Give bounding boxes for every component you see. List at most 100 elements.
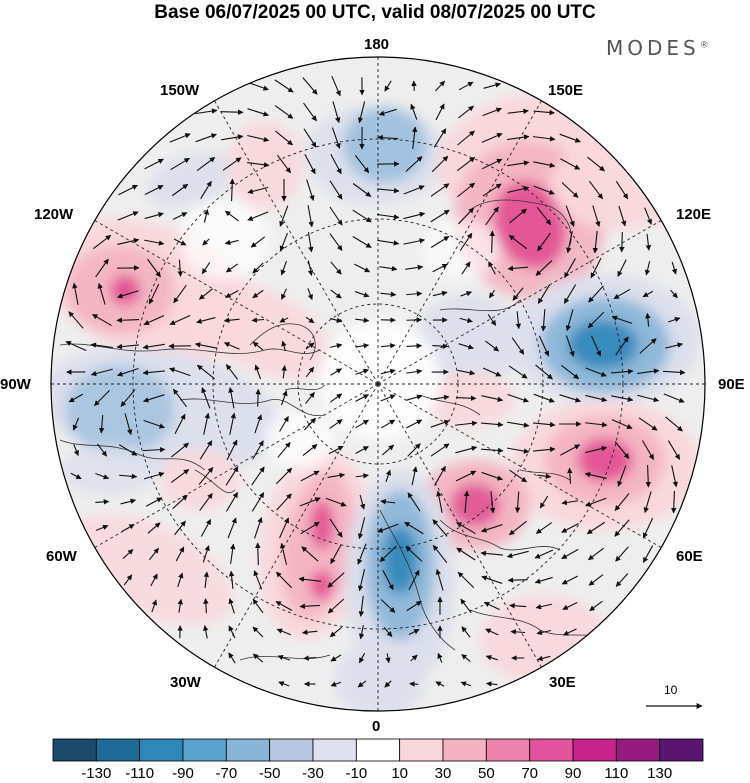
wind-arrow (228, 625, 236, 639)
coastline (194, 469, 236, 493)
wind-arrow (358, 652, 366, 664)
wind-arrow (533, 185, 555, 195)
colorbar-tick-label: 90 (564, 765, 582, 782)
wind-arrow (481, 158, 503, 170)
wind-arrow (638, 417, 658, 431)
wind-arrow (480, 550, 504, 557)
coastline (419, 394, 481, 416)
wind-arrow (457, 207, 475, 225)
wind-arrow (175, 546, 185, 562)
wind-arrow (585, 497, 607, 507)
coastline (59, 343, 321, 354)
wind-arrow (200, 518, 212, 537)
wind-arrow (561, 499, 579, 506)
wind-arrow (299, 603, 321, 610)
wind-arrow (72, 282, 79, 305)
wind-arrow (481, 524, 503, 533)
wind-arrow (380, 498, 396, 505)
wind-arrow (532, 446, 556, 453)
wind-arrow (304, 154, 316, 175)
lon-label-150e: 150E (548, 82, 584, 99)
wind-arrow (303, 128, 317, 148)
wind-arrow (254, 414, 263, 434)
wind-arrow (665, 416, 683, 432)
wind-arrow (279, 416, 289, 432)
wind-arrow (437, 652, 443, 663)
colorbar-tick-label: -90 (172, 765, 194, 782)
wind-arrow (380, 419, 396, 429)
wind-arrow (250, 236, 266, 248)
anomaly-region (343, 107, 427, 183)
anomaly-region (160, 450, 240, 510)
anomaly-region (310, 500, 334, 550)
wind-arrow (535, 364, 553, 380)
wind-arrow (300, 521, 320, 535)
wind-arrow (301, 546, 319, 562)
wind-arrow (645, 233, 652, 251)
wind-arrow (221, 134, 244, 141)
wind-arrow (642, 517, 654, 539)
anomaly-region (425, 372, 515, 428)
wind-arrow (94, 389, 110, 407)
coastline (239, 654, 331, 661)
wind-arrow (203, 412, 210, 435)
wind-arrow (330, 317, 343, 323)
meridian-line (377, 383, 662, 548)
wind-arrow (430, 183, 450, 197)
wind-arrow (430, 209, 450, 223)
wind-arrow (611, 419, 633, 429)
wind-arrow (144, 158, 164, 170)
wind-arrow (643, 491, 652, 514)
wind-arrow (116, 343, 140, 350)
wind-arrow (405, 156, 423, 172)
wind-arrow (458, 105, 474, 119)
modes-logo: MODES® (606, 36, 709, 60)
colorbar-tick-label: -10 (345, 765, 368, 782)
wind-arrow (405, 264, 424, 271)
wind-arrow (276, 493, 292, 511)
wind-arrow (120, 389, 136, 407)
lon-label-30w: 30W (170, 674, 201, 691)
wind-arrow (124, 413, 133, 436)
wind-arrow (177, 259, 183, 277)
wind-arrow (434, 80, 446, 92)
wind-arrow (329, 518, 343, 538)
wind-arrow (119, 473, 138, 480)
wind-arrow (671, 465, 678, 488)
wind-arrow (172, 388, 188, 408)
wind-arrow (143, 314, 165, 326)
wind-arrow (357, 569, 366, 592)
wind-arrow (352, 183, 372, 197)
wind-arrow (222, 157, 242, 171)
wind-arrow (252, 289, 264, 299)
wind-arrow (430, 419, 450, 428)
reference-vector-arrow (646, 703, 703, 709)
wind-arrow (537, 473, 552, 479)
wind-arrow (196, 317, 216, 324)
wind-arrow (379, 265, 398, 272)
colorbar-segment (529, 738, 574, 762)
wind-arrow (281, 288, 287, 300)
wind-arrow (535, 603, 552, 610)
wind-arrow (435, 681, 445, 687)
wind-arrow (199, 492, 213, 511)
wind-arrow (225, 364, 239, 380)
anomaly-region (382, 525, 418, 595)
wind-arrow (618, 205, 627, 227)
wind-arrow (533, 161, 556, 168)
wind-arrow (611, 395, 634, 402)
wind-arrow (509, 603, 527, 609)
wind-arrow (354, 263, 371, 273)
wind-arrow (432, 343, 449, 349)
wind-arrow (406, 291, 423, 297)
wind-arrow (562, 602, 578, 610)
wind-arrow (482, 183, 502, 197)
wind-arrow (507, 393, 529, 403)
wind-arrow (305, 342, 315, 350)
wind-arrow (589, 600, 603, 612)
wind-arrow (536, 206, 552, 226)
wind-arrow (435, 103, 445, 121)
wind-arrow (302, 444, 318, 456)
wind-arrow (378, 108, 397, 116)
wind-arrow (198, 288, 213, 300)
